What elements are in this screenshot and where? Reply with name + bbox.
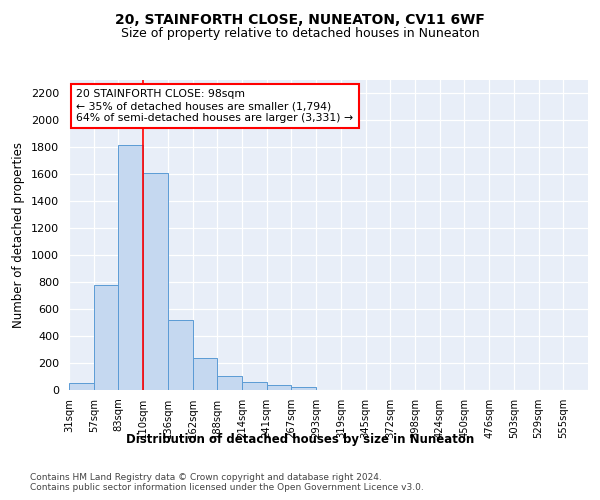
Y-axis label: Number of detached properties: Number of detached properties (13, 142, 25, 328)
Bar (94, 285, 118, 390)
Text: 20, STAINFORTH CLOSE, NUNEATON, CV11 6WF: 20, STAINFORTH CLOSE, NUNEATON, CV11 6WF (115, 12, 485, 26)
Bar (143, 173, 168, 390)
Text: Size of property relative to detached houses in Nuneaton: Size of property relative to detached ho… (121, 28, 479, 40)
Bar (118, 144, 143, 390)
Bar (292, 388, 316, 390)
Text: Contains HM Land Registry data © Crown copyright and database right 2024.
Contai: Contains HM Land Registry data © Crown c… (30, 472, 424, 492)
Bar (242, 382, 267, 390)
Bar (267, 386, 292, 390)
Bar (193, 358, 217, 390)
Text: Distribution of detached houses by size in Nuneaton: Distribution of detached houses by size … (126, 432, 474, 446)
Bar (217, 376, 242, 390)
Text: 20 STAINFORTH CLOSE: 98sqm
← 35% of detached houses are smaller (1,794)
64% of s: 20 STAINFORTH CLOSE: 98sqm ← 35% of deta… (76, 90, 353, 122)
Bar (168, 320, 193, 390)
Bar (69, 384, 94, 390)
